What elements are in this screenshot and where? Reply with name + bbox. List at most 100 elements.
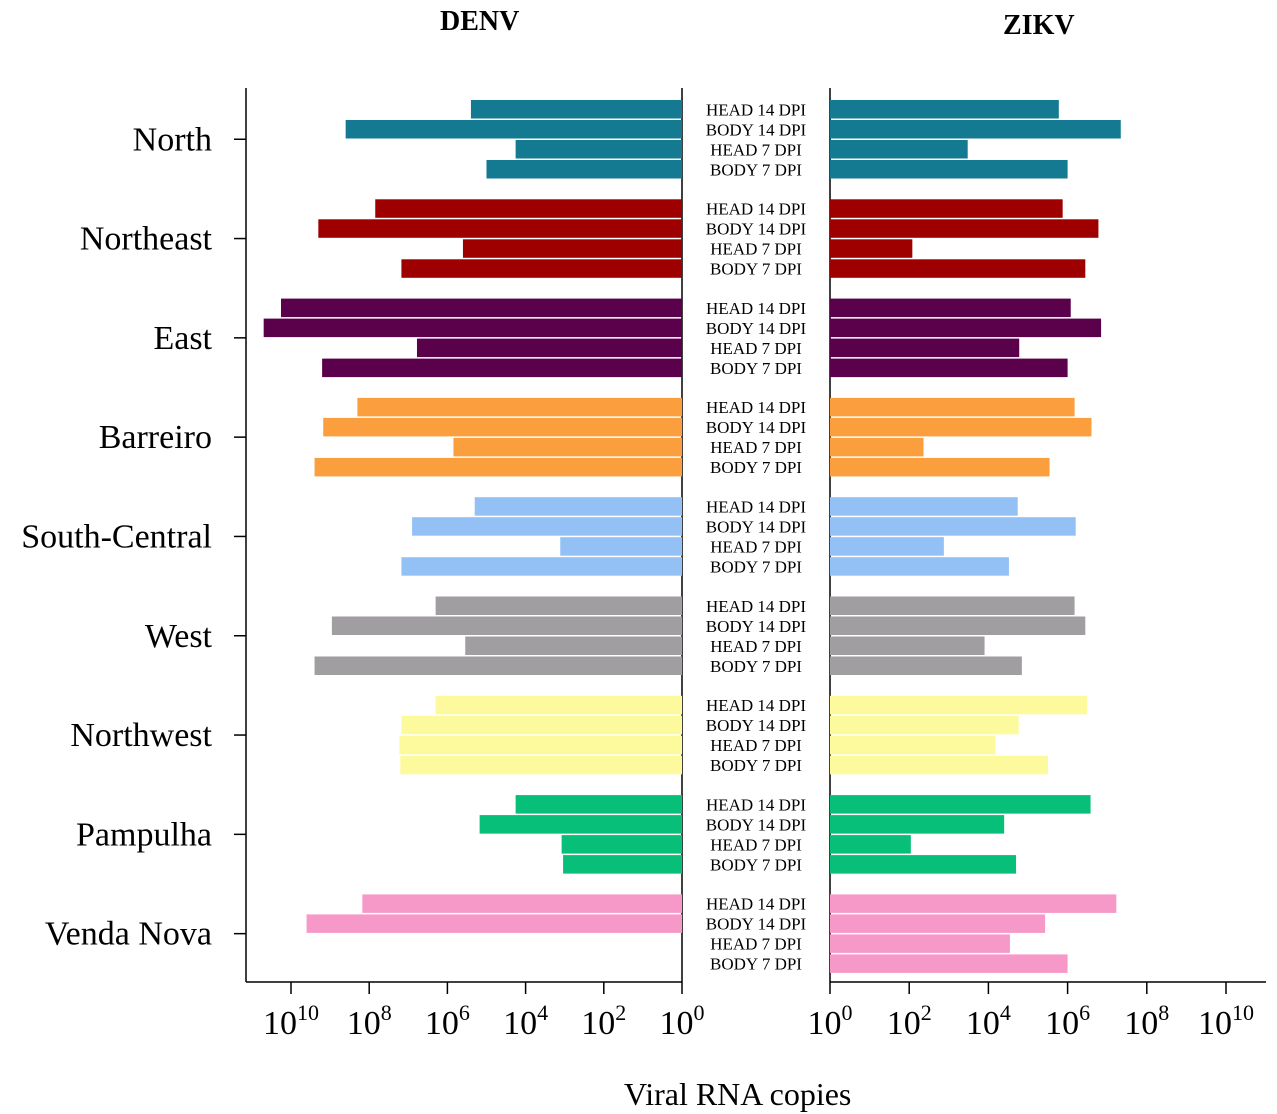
measure-label: HEAD 14 DPI [706, 299, 806, 318]
measure-label: BODY 7 DPI [710, 160, 802, 179]
measure-label: HEAD 7 DPI [710, 637, 802, 656]
zikv-bar [830, 755, 1049, 775]
zikv-bar [830, 835, 911, 854]
zikv-bar [830, 855, 1017, 874]
denv-bar [401, 715, 682, 735]
zikv-bar [830, 437, 924, 457]
zikv-panel-title: ZIKV [1003, 10, 1075, 41]
denv-bar [314, 457, 682, 477]
zikv-bar [830, 239, 913, 258]
denv-bar [399, 735, 682, 755]
measure-label: BODY 7 DPI [710, 557, 802, 576]
denv-bar [465, 636, 682, 655]
zikv-bar [830, 616, 1086, 635]
measure-label: BODY 7 DPI [710, 260, 802, 279]
denv-panel-title: DENV [440, 6, 520, 37]
group-label: Barreiro [99, 419, 212, 456]
measure-label: BODY 7 DPI [710, 955, 802, 974]
denv-x-tick-label: 104 [503, 1000, 548, 1042]
zikv-bar [830, 656, 1022, 675]
zikv-x-tick-label: 102 [887, 1000, 932, 1042]
measure-label: HEAD 14 DPI [706, 795, 806, 814]
denv-x-tick-label: 108 [347, 1000, 392, 1042]
zikv-bar [830, 517, 1076, 536]
x-axis-label: Viral RNA copies [624, 1076, 852, 1112]
group-label: North [133, 121, 212, 158]
measure-label: BODY 7 DPI [710, 855, 802, 874]
measure-label: HEAD 7 DPI [710, 240, 802, 259]
denv-x-tick-label: 1010 [263, 1000, 319, 1042]
measure-label: HEAD 14 DPI [706, 696, 806, 715]
denv-bar [263, 318, 682, 338]
zikv-bar [830, 815, 1005, 834]
measure-label: HEAD 7 DPI [710, 537, 802, 556]
zikv-bar [830, 417, 1092, 437]
group-label: Venda Nova [45, 916, 212, 953]
denv-bar [479, 815, 682, 834]
zikv-bar [830, 636, 985, 655]
zikv-bar [830, 338, 1020, 358]
denv-bar [412, 517, 682, 536]
measure-label: BODY 14 DPI [706, 418, 807, 437]
denv-bar [470, 100, 682, 119]
zikv-bar [830, 160, 1068, 179]
zikv-x-tick-label: 108 [1124, 1000, 1169, 1042]
denv-bar [401, 259, 682, 278]
measure-label: BODY 7 DPI [710, 458, 802, 477]
group-label: East [153, 320, 212, 357]
zikv-bar [830, 140, 968, 159]
denv-bar [416, 338, 682, 358]
group-label: Northwest [70, 717, 212, 754]
zikv-bar [830, 219, 1099, 238]
zikv-bar [830, 497, 1018, 516]
denv-bar [323, 417, 682, 437]
denv-bar [375, 199, 682, 218]
measure-label: HEAD 7 DPI [710, 140, 802, 159]
zikv-bar [830, 894, 1117, 913]
zikv-bar [830, 735, 996, 755]
measure-label: HEAD 14 DPI [706, 100, 806, 119]
denv-bar [306, 914, 682, 933]
denv-bar [563, 855, 682, 874]
measure-label: BODY 14 DPI [706, 716, 807, 735]
zikv-bar [830, 298, 1071, 318]
denv-bar [318, 219, 682, 238]
measure-label: BODY 14 DPI [706, 319, 807, 338]
measure-label: HEAD 7 DPI [710, 835, 802, 854]
measure-label: HEAD 14 DPI [706, 597, 806, 616]
zikv-bar [830, 457, 1050, 477]
measure-label: BODY 7 DPI [710, 756, 802, 775]
measure-label: HEAD 14 DPI [706, 497, 806, 516]
measure-label: HEAD 7 DPI [710, 935, 802, 954]
denv-bar [322, 358, 682, 378]
zikv-bar [830, 795, 1091, 814]
group-label: Pampulha [76, 816, 212, 853]
zikv-bar [830, 358, 1068, 378]
zikv-x-tick-label: 1010 [1198, 1000, 1254, 1042]
measure-label: HEAD 7 DPI [710, 736, 802, 755]
zikv-bar [830, 914, 1046, 933]
zikv-bar [830, 557, 1009, 576]
denv-bar [357, 397, 682, 417]
zikv-bar [830, 318, 1102, 338]
denv-bar [515, 140, 682, 159]
measure-label: BODY 7 DPI [710, 657, 802, 676]
denv-bar [486, 160, 682, 179]
measure-label: HEAD 14 DPI [706, 200, 806, 219]
measure-label: HEAD 7 DPI [710, 438, 802, 457]
measure-label: BODY 7 DPI [710, 359, 802, 378]
zikv-bar [830, 934, 1010, 953]
measure-label: HEAD 14 DPI [706, 895, 806, 914]
measure-label: BODY 14 DPI [706, 517, 807, 536]
measure-label: BODY 14 DPI [706, 815, 807, 834]
denv-bar [401, 557, 682, 576]
denv-x-tick-label: 106 [425, 1000, 470, 1042]
denv-x-tick-label: 102 [581, 1000, 626, 1042]
zikv-bar [830, 397, 1075, 417]
denv-bar [281, 298, 682, 318]
denv-bar [400, 755, 682, 775]
denv-bar [515, 795, 682, 814]
denv-bar [345, 120, 682, 139]
measure-label: HEAD 7 DPI [710, 339, 802, 358]
